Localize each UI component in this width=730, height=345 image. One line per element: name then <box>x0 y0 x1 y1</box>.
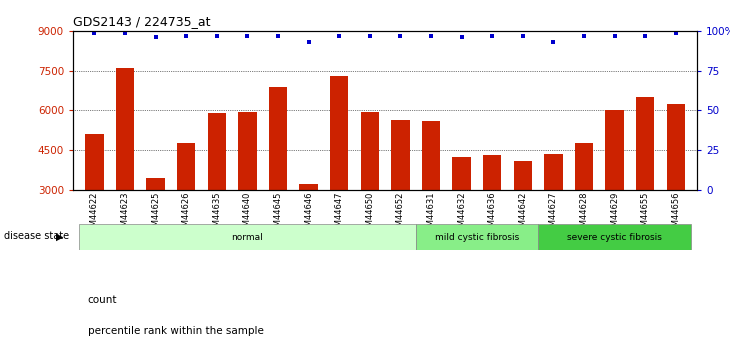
Text: severe cystic fibrosis: severe cystic fibrosis <box>567 233 662 242</box>
Bar <box>575 144 593 190</box>
Bar <box>207 113 226 190</box>
Point <box>639 33 651 39</box>
Bar <box>666 104 685 190</box>
Text: percentile rank within the sample: percentile rank within the sample <box>88 326 264 336</box>
Bar <box>361 112 379 190</box>
Bar <box>605 110 623 190</box>
Point <box>303 39 315 45</box>
Text: normal: normal <box>231 233 264 242</box>
Bar <box>453 157 471 190</box>
Text: mild cystic fibrosis: mild cystic fibrosis <box>435 233 519 242</box>
Point <box>150 34 161 40</box>
Bar <box>238 112 256 190</box>
Bar <box>415 224 538 250</box>
Bar <box>85 134 104 190</box>
Bar <box>299 185 318 190</box>
Point <box>486 33 498 39</box>
Point <box>334 33 345 39</box>
Point <box>425 33 437 39</box>
Point <box>578 33 590 39</box>
Point <box>517 33 529 39</box>
Bar <box>544 154 563 190</box>
Bar <box>391 120 410 190</box>
Bar <box>422 121 440 190</box>
Point <box>119 30 131 36</box>
Text: count: count <box>88 295 117 305</box>
Bar <box>147 178 165 190</box>
Point <box>548 39 559 45</box>
Bar <box>538 224 691 250</box>
Point <box>456 34 467 40</box>
Bar <box>514 161 532 190</box>
Bar <box>177 144 196 190</box>
Bar <box>330 76 348 190</box>
Point <box>242 33 253 39</box>
Bar <box>483 155 502 190</box>
Bar <box>116 68 134 190</box>
Text: GDS2143 / 224735_at: GDS2143 / 224735_at <box>73 16 210 29</box>
Point <box>364 33 376 39</box>
Text: ▶: ▶ <box>56 231 64 241</box>
Point <box>670 30 682 36</box>
Point <box>88 30 100 36</box>
Point <box>180 33 192 39</box>
Bar <box>79 224 415 250</box>
Point <box>272 33 284 39</box>
Point <box>394 33 406 39</box>
Text: disease state: disease state <box>4 231 69 241</box>
Bar <box>269 87 287 190</box>
Point <box>211 33 223 39</box>
Bar <box>636 97 654 190</box>
Point <box>609 33 620 39</box>
